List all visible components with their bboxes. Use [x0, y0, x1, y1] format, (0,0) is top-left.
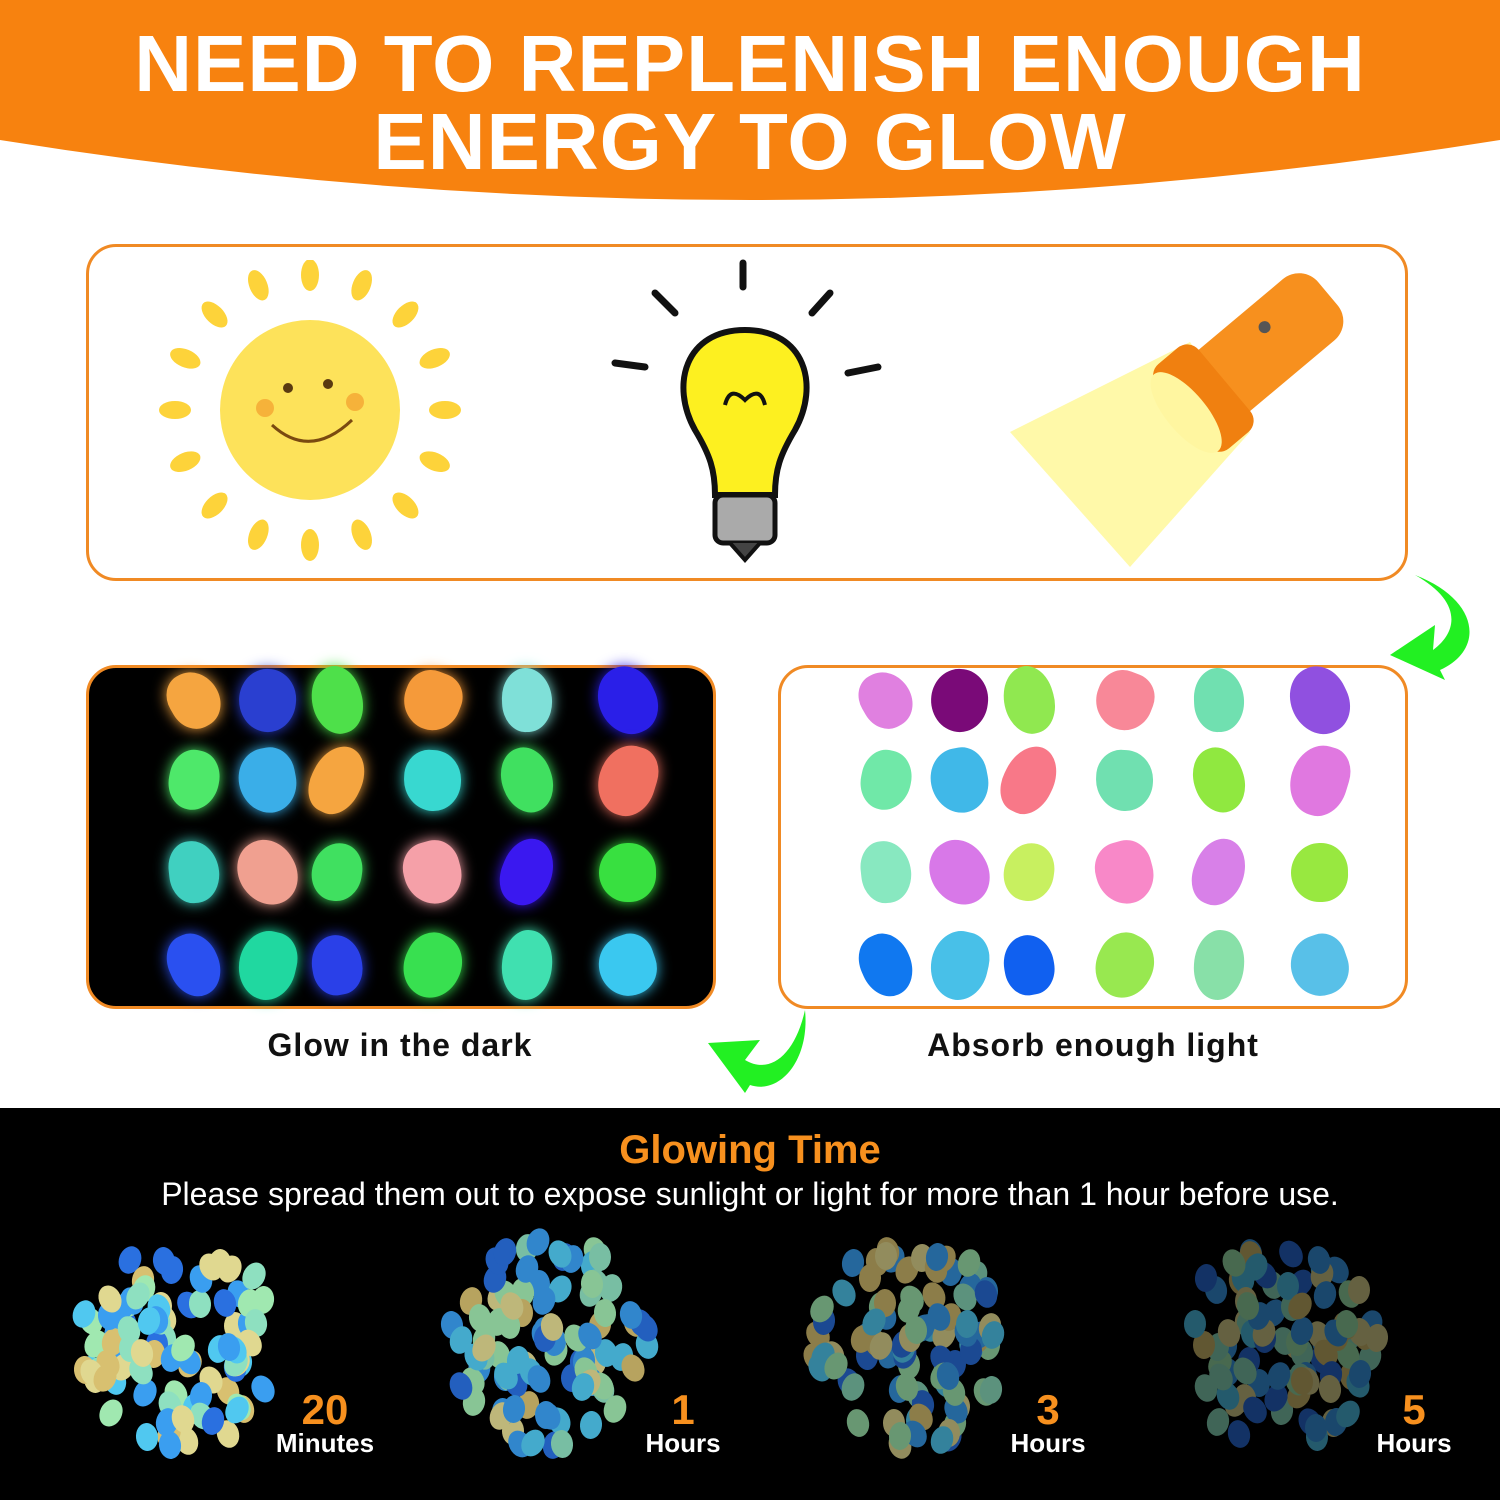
- pebble: [231, 924, 303, 1006]
- pebble: [850, 925, 922, 1005]
- pebble: [578, 1410, 604, 1441]
- pebble: [391, 923, 473, 1007]
- pebble: [923, 924, 995, 1006]
- pebble: [586, 656, 668, 744]
- pebble: [924, 742, 994, 818]
- pebble: [1183, 831, 1255, 913]
- pebble: [234, 665, 300, 735]
- arrow-left-icon: [708, 1010, 806, 1093]
- pebble: [849, 662, 923, 738]
- pebble: [94, 1395, 127, 1431]
- pebble: [1093, 748, 1155, 812]
- flashlight-icon: [1010, 273, 1344, 567]
- pebble: [874, 1241, 897, 1270]
- pebble: [394, 662, 470, 738]
- pebble: [857, 838, 915, 906]
- pebble: [855, 745, 917, 815]
- stage-value: 20: [301, 1386, 349, 1433]
- pebble: [308, 839, 366, 905]
- light-sources-panel: [86, 244, 1408, 581]
- pebble: [1083, 923, 1165, 1007]
- pebble: [926, 665, 992, 735]
- pebble: [401, 748, 463, 812]
- stage-unit: Minutes: [275, 1428, 375, 1458]
- glowing-time-subtitle: Please spread them out to expose sunligh…: [161, 1176, 1339, 1212]
- pebble: [597, 842, 657, 902]
- pebble: [1289, 842, 1349, 902]
- pebble: [1347, 1275, 1370, 1305]
- pebble: [1281, 737, 1357, 823]
- pebble: [1282, 926, 1356, 1004]
- pebble: [1088, 834, 1160, 910]
- stage-unit: Hours: [1376, 1428, 1452, 1458]
- pebble: [1278, 656, 1360, 744]
- glow-in-dark-panel: [86, 656, 716, 1009]
- headline-line-1: NEED TO REPLENISH ENOUGH: [134, 19, 1366, 108]
- absorb-light-panel: [778, 656, 1408, 1009]
- pebble: [491, 831, 563, 913]
- pebble: [1273, 1236, 1308, 1272]
- absorb-label: Absorb enough light: [927, 1027, 1259, 1063]
- stage-value: 3: [1036, 1386, 1060, 1433]
- pebble: [299, 737, 375, 823]
- pebble: [589, 1242, 612, 1271]
- pebble: [158, 925, 230, 1005]
- pebble: [157, 662, 231, 738]
- pebble: [1086, 662, 1162, 738]
- pebble: [492, 740, 562, 820]
- light-bulb-icon: [611, 259, 882, 564]
- pebble: [303, 660, 371, 740]
- arrow-down-icon: [1390, 575, 1470, 680]
- pebble: [917, 828, 1001, 916]
- pebble: [165, 838, 223, 906]
- glow-label: Glow in the dark: [267, 1027, 533, 1063]
- pebble: [1192, 667, 1246, 733]
- stage-value: 1: [671, 1386, 695, 1433]
- pebble: [500, 667, 554, 733]
- pebble: [589, 737, 665, 823]
- headline-line-2: ENERGY TO GLOW: [373, 97, 1127, 186]
- pebble: [396, 834, 468, 910]
- pebble: [1191, 928, 1247, 1002]
- pebble: [307, 931, 367, 999]
- stage-unit: Hours: [645, 1428, 721, 1458]
- pebble: [225, 828, 309, 916]
- pebble: [1000, 839, 1058, 905]
- glowing-time-title: Glowing Time: [619, 1128, 881, 1172]
- pebble: [232, 742, 302, 818]
- pebble: [1184, 740, 1254, 820]
- sun-icon: [159, 260, 461, 561]
- pebble: [1225, 1417, 1254, 1451]
- header-banner: [0, 0, 1500, 200]
- stage-value: 5: [1402, 1386, 1426, 1433]
- pebble: [995, 660, 1063, 740]
- stage-unit: Hours: [1010, 1428, 1086, 1458]
- pebble: [843, 1406, 872, 1439]
- glowing-time-section: Glowing Time Please spread them out to e…: [0, 1108, 1500, 1500]
- pebble: [999, 931, 1059, 999]
- pebble: [991, 737, 1067, 823]
- pebble: [590, 926, 664, 1004]
- pebble: [499, 928, 555, 1002]
- pebble: [163, 745, 225, 815]
